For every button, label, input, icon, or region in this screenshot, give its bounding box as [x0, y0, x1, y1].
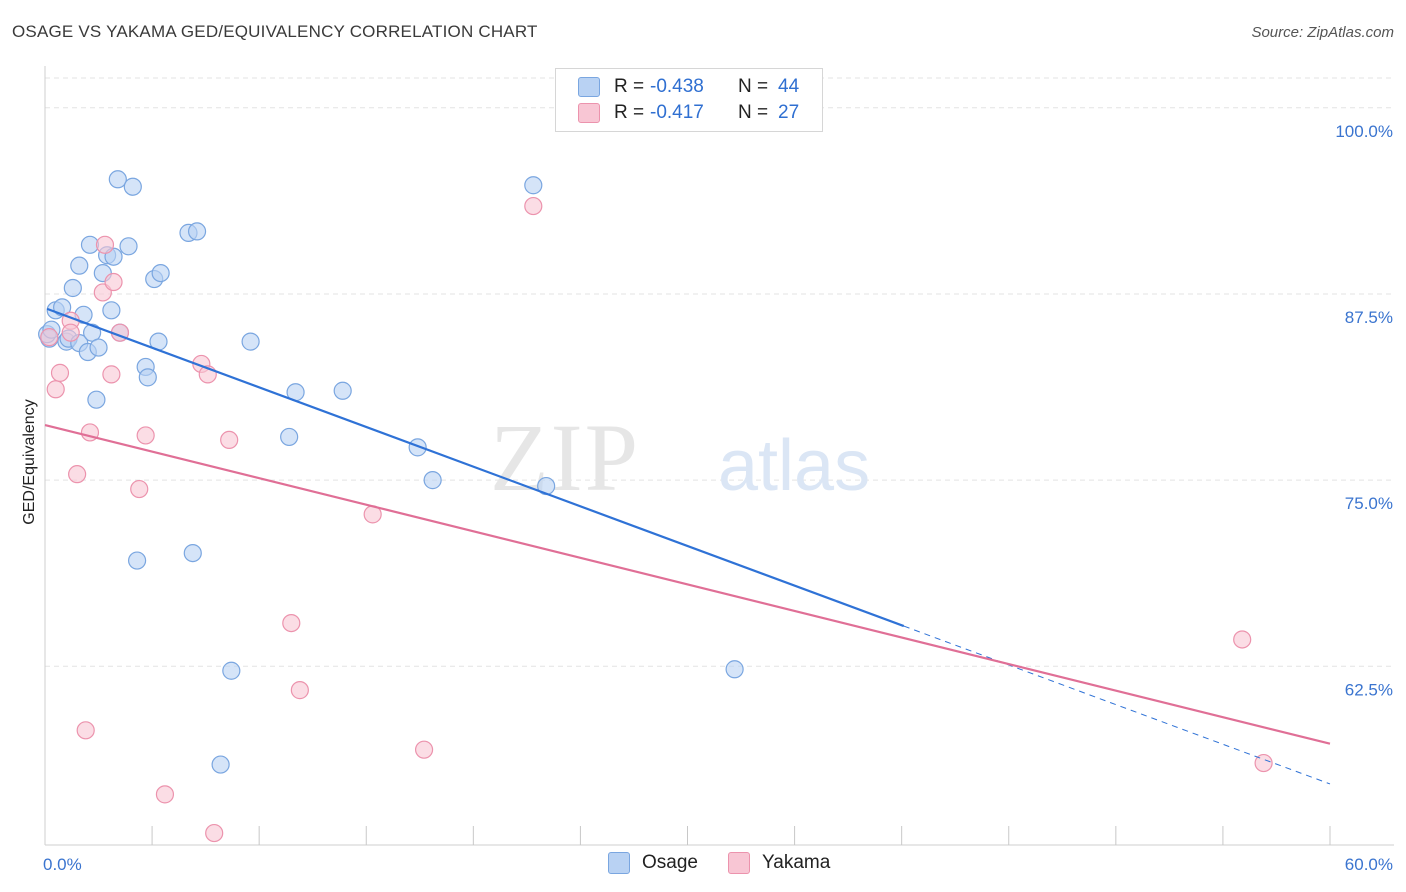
osage-point: [102, 301, 121, 320]
osage-point: [108, 170, 127, 189]
watermark-atlas: atlas: [718, 426, 870, 506]
yakama-point: [155, 785, 175, 804]
trend-lines: [44, 307, 1331, 785]
yakama-point: [104, 272, 123, 292]
y-tick-label: 87.5%: [1345, 308, 1393, 327]
y-axis-title: GED/Equivalency: [21, 399, 38, 525]
r-label: R =: [614, 76, 645, 97]
yakama-point: [95, 235, 115, 254]
yakama-point: [1254, 753, 1273, 773]
n-label: N =: [738, 102, 769, 123]
yakama-point: [1233, 630, 1252, 649]
osage-point: [333, 381, 352, 400]
osage-point: [127, 551, 147, 570]
osage-point: [524, 176, 543, 195]
tick-labels: 100.0% 87.5% 75.0% 62.5% 0.0% 60.0%: [43, 122, 1393, 874]
y-tick-label: 62.5%: [1345, 680, 1393, 699]
r-label: R =: [614, 102, 645, 123]
y-tick-label: 100.0%: [1335, 122, 1393, 141]
yakama-point: [130, 479, 149, 499]
legend-label-osage: Osage: [642, 852, 698, 873]
yakama-point: [46, 380, 65, 399]
stats-legend: R = -0.438 N = 44 R = -0.417 N = 27: [555, 68, 823, 132]
y-tick-label: 75.0%: [1345, 494, 1393, 513]
legend-label-yakama: Yakama: [762, 852, 831, 873]
osage-point: [119, 237, 138, 256]
yakama-swatch: [578, 103, 600, 123]
stats-row-yakama: R = -0.417 N = 27: [578, 100, 799, 126]
yakama-point: [220, 430, 239, 450]
source-label: Source: ZipAtlas.com: [1251, 24, 1394, 41]
osage-point: [151, 264, 170, 283]
chart-title: OSAGE VS YAKAMA GED/EQUIVALENCY CORRELAT…: [12, 22, 538, 41]
osage-point: [241, 332, 260, 351]
yakama-point: [40, 328, 59, 347]
yakama-point: [290, 681, 309, 700]
osage-point: [280, 427, 299, 447]
watermark: ZIP atlas: [490, 404, 870, 511]
osage-point: [63, 278, 82, 298]
x-tick-label: 60.0%: [1345, 855, 1393, 874]
yakama-point: [76, 721, 95, 740]
grid-lines: [45, 77, 1394, 667]
yakama-point: [524, 196, 543, 216]
yakama-point: [414, 740, 434, 759]
yakama-point: [68, 465, 87, 484]
osage-point: [70, 256, 89, 275]
osage-point: [725, 660, 744, 679]
osage-swatch: [578, 77, 600, 97]
legend-item-yakama[interactable]: Yakama: [728, 852, 830, 874]
yakama-point: [136, 426, 155, 445]
x-tick-label: 0.0%: [43, 855, 82, 874]
stats-row-osage: R = -0.438 N = 44: [578, 74, 799, 100]
osage-point: [222, 661, 241, 680]
osage-point: [187, 222, 207, 241]
yakama-point: [102, 365, 121, 384]
yakama-point: [50, 363, 70, 382]
n-value: 27: [778, 102, 800, 123]
watermark-zip: ZIP: [490, 404, 640, 511]
n-value: 44: [778, 76, 800, 97]
osage-point: [183, 543, 202, 563]
osage-point: [211, 755, 230, 774]
osage-trend-line: [46, 307, 905, 628]
yakama-point: [61, 323, 80, 342]
osage-point: [408, 438, 427, 457]
osage-point: [123, 177, 142, 196]
yakama-trend-line: [44, 423, 1331, 745]
osage-point: [423, 471, 442, 490]
yakama-swatch: [728, 852, 750, 874]
yakama-point: [205, 823, 224, 843]
yakama-point: [282, 613, 301, 633]
osage-trend-extension: [903, 625, 1331, 785]
osage-point: [53, 298, 72, 317]
legend-item-osage[interactable]: Osage: [608, 852, 698, 874]
r-value: -0.438: [650, 76, 704, 97]
osage-swatch: [608, 852, 630, 874]
osage-point: [138, 368, 157, 387]
series-legend: Osage Yakama: [0, 852, 1406, 878]
r-value: -0.417: [650, 102, 704, 123]
n-label: N =: [738, 76, 769, 97]
osage-point: [87, 390, 106, 409]
osage-point: [89, 338, 108, 357]
axes: [44, 66, 1394, 846]
